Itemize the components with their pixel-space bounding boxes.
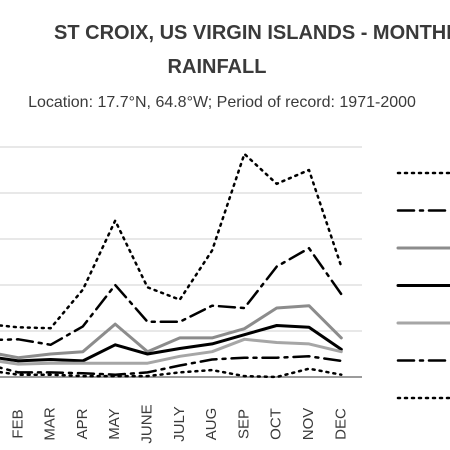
chart-subtitle: Location: 17.7°N, 64.8°W; Period of reco… (28, 94, 416, 111)
series-line-7 (0, 367, 343, 379)
x-tick-label-feb: FEB (9, 409, 26, 438)
x-tick-label-oct: OCT (268, 408, 285, 440)
chart-title-line-2: RAINFALL (167, 56, 267, 78)
series-line-2 (0, 246, 343, 347)
x-tick-label-july: JULY (171, 406, 188, 442)
series-line-6 (0, 355, 343, 376)
x-tick-label-mar: MAR (42, 407, 59, 441)
series-line-3 (0, 304, 343, 360)
x-tick-label-nov: NOV (300, 408, 317, 441)
x-tick-label-sep: SEP (235, 409, 252, 439)
series-line-5 (0, 337, 343, 366)
series-line-1 (0, 152, 343, 330)
series-line-4 (0, 324, 343, 363)
x-tick-label-june: JUNE (138, 404, 155, 443)
x-tick-label-may: MAY (106, 408, 123, 439)
x-tick-label-dec: DEC (332, 408, 349, 440)
x-tick-label-apr: APR (74, 408, 91, 439)
chart-title-line-1: ST CROIX, US VIRGIN ISLANDS - MONTHLY (54, 22, 450, 44)
x-tick-label-aug: AUG (203, 408, 220, 441)
